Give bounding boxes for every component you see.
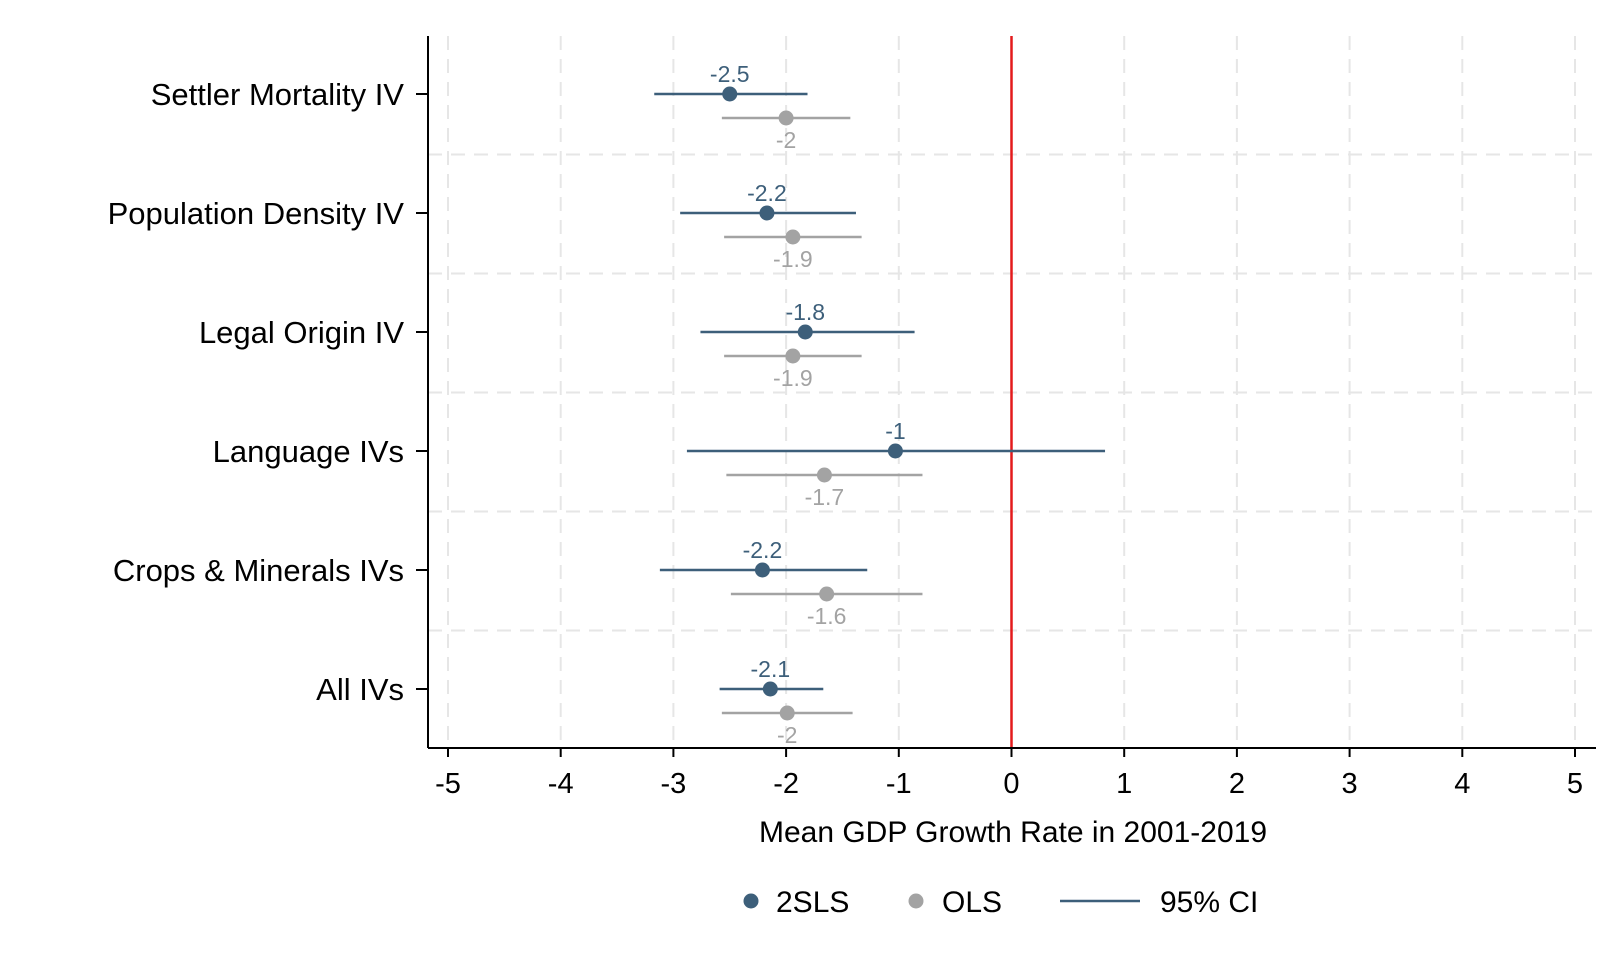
point-marker bbox=[762, 681, 778, 697]
x-tick-label: -1 bbox=[886, 768, 912, 800]
x-tick-label: -3 bbox=[661, 768, 687, 800]
y-tick-label: Legal Origin IV bbox=[199, 315, 404, 350]
point-marker bbox=[785, 229, 801, 245]
coef-2sls: -2.2 bbox=[680, 180, 856, 221]
coef-2sls: -1 bbox=[686, 418, 1106, 459]
x-tick-label: 2 bbox=[1229, 768, 1245, 800]
coef-ols: -2 bbox=[721, 705, 853, 748]
legend: 2SLS OLS 95% CI bbox=[743, 886, 1258, 919]
point-marker bbox=[816, 467, 832, 483]
legend-label: OLS bbox=[942, 886, 1002, 919]
legend-marker bbox=[908, 893, 924, 909]
coef-2sls: -2.2 bbox=[659, 537, 868, 578]
x-tick-label: -2 bbox=[773, 768, 799, 800]
point-marker bbox=[797, 324, 813, 340]
point-marker bbox=[779, 705, 795, 721]
legend-label: 95% CI bbox=[1160, 886, 1258, 919]
coef-ols: -1.9 bbox=[724, 348, 862, 391]
data-label: -2 bbox=[776, 127, 796, 153]
series-group: -2.5 -2.2 -1.8 -1 -2.2 -2.1 -2 -1.9 -1.9 -1.7 -1.6… bbox=[654, 61, 1106, 748]
coef-ols: -1.6 bbox=[730, 586, 923, 629]
x-tick-label: -4 bbox=[548, 768, 574, 800]
coef-2sls: -2.5 bbox=[654, 61, 808, 102]
y-tick-label: Population Density IV bbox=[108, 196, 405, 231]
coef-ols: -1.7 bbox=[726, 467, 923, 510]
coef-ols: -2 bbox=[721, 110, 851, 153]
data-label: -2.5 bbox=[710, 61, 750, 87]
point-marker bbox=[759, 205, 775, 221]
legend-item-2sls: 2SLS bbox=[743, 886, 849, 919]
data-label: -1.8 bbox=[785, 299, 825, 325]
x-tick-label: 1 bbox=[1116, 768, 1132, 800]
point-marker bbox=[887, 443, 903, 459]
x-tick-label: -5 bbox=[435, 768, 461, 800]
point-marker bbox=[785, 348, 801, 364]
data-label: -1.6 bbox=[807, 603, 847, 629]
y-tick-label: Settler Mortality IV bbox=[151, 77, 405, 112]
y-tick-label: All IVs bbox=[316, 672, 404, 707]
data-label: -1.9 bbox=[773, 365, 813, 391]
x-axis-title: Mean GDP Growth Rate in 2001-2019 bbox=[759, 816, 1267, 849]
data-label: -2 bbox=[777, 722, 797, 748]
coef-ols: -1.9 bbox=[724, 229, 862, 272]
point-marker bbox=[754, 562, 770, 578]
y-tick-label: Crops & Minerals IVs bbox=[113, 553, 404, 588]
y-tick-label: Language IVs bbox=[213, 434, 404, 469]
coef-2sls: -1.8 bbox=[700, 299, 915, 340]
legend-item-ols: OLS bbox=[908, 886, 1002, 919]
legend-label: 2SLS bbox=[776, 886, 849, 919]
point-marker bbox=[722, 86, 738, 102]
coef-2sls: -2.1 bbox=[719, 656, 824, 697]
axes-group: -5 -4 -3 -2 -1 0 1 2 3 4 5 Settler Mortality IV Popu… bbox=[108, 36, 1596, 800]
data-label: -1 bbox=[885, 418, 905, 444]
point-marker bbox=[778, 110, 794, 126]
data-label: -1.9 bbox=[773, 246, 813, 272]
data-label: -2.1 bbox=[751, 656, 791, 682]
x-tick-label: 4 bbox=[1454, 768, 1470, 800]
data-label: -1.7 bbox=[805, 484, 845, 510]
x-tick-label: 5 bbox=[1567, 768, 1583, 800]
data-label: -2.2 bbox=[743, 537, 783, 563]
legend-item-ci: 95% CI bbox=[1060, 886, 1258, 919]
data-label: -2.2 bbox=[747, 180, 787, 206]
x-tick-label: 0 bbox=[1003, 768, 1019, 800]
x-tick-label: 3 bbox=[1342, 768, 1358, 800]
point-marker bbox=[819, 586, 835, 602]
legend-marker bbox=[743, 893, 759, 909]
